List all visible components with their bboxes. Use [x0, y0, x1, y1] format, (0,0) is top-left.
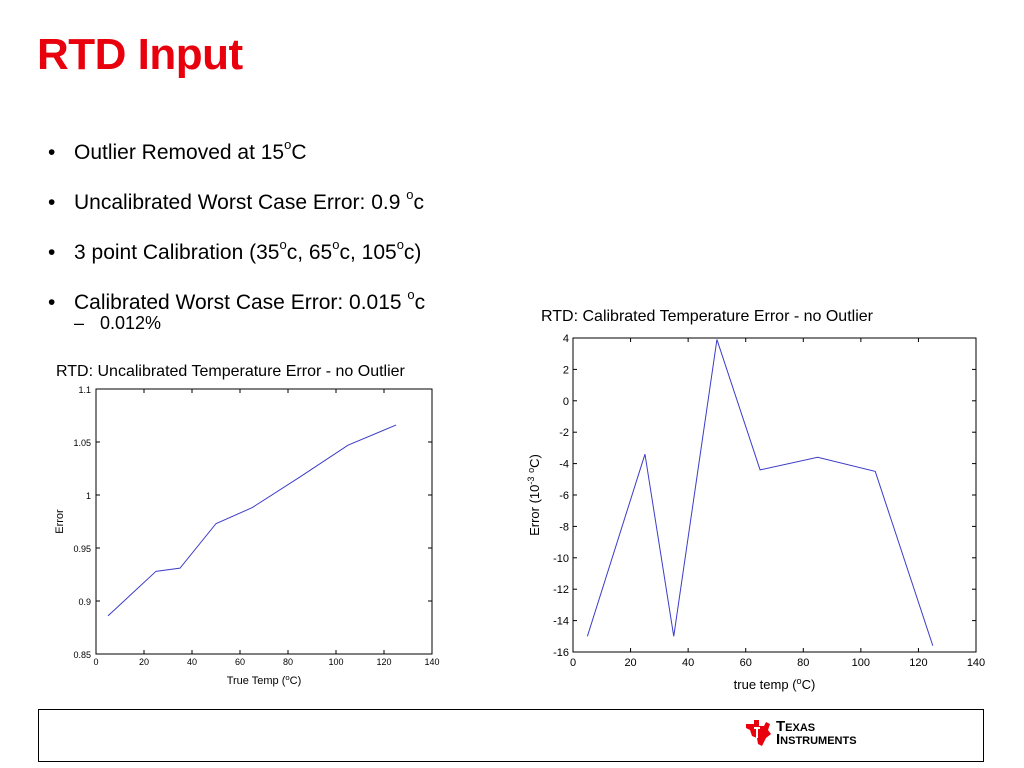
y-tick-label: 0.95 — [73, 544, 91, 554]
y-tick-label: -8 — [559, 521, 569, 533]
y-tick-label: 0 — [563, 396, 569, 408]
chart-title-uncalibrated: RTD: Uncalibrated Temperature Error - no… — [56, 363, 405, 380]
y-tick-label: 1.05 — [73, 438, 91, 448]
x-tick-label: 120 — [376, 657, 391, 667]
bullet-text: C — [291, 141, 307, 164]
y-tick-label: -4 — [559, 459, 569, 471]
ti-state-icon — [746, 720, 771, 746]
ti-wordmark-line1: Texas — [776, 718, 816, 735]
bullet-text: Outlier Removed at 15 — [74, 141, 285, 164]
y-axis-label: Error — [54, 509, 66, 534]
slide-title: RTD Input — [37, 30, 243, 79]
bullet-list: • Outlier Removed at 15oC • Uncalibrated… — [48, 137, 518, 334]
y-tick-label: 1.1 — [78, 385, 91, 395]
y-tick-label: -10 — [553, 553, 569, 565]
x-tick-label: 0 — [570, 657, 576, 669]
x-tick-label: 100 — [852, 657, 870, 669]
bullet-dot: • — [48, 241, 56, 264]
x-tick-label: 80 — [283, 657, 293, 667]
bullet-dot: • — [48, 291, 56, 314]
y-tick-label: -6 — [559, 490, 569, 502]
series-line — [586, 339, 934, 646]
x-tick-label: 40 — [682, 657, 694, 669]
x-tick-label: 120 — [909, 657, 927, 669]
x-tick-label: 40 — [187, 657, 197, 667]
bullet-text: c, 65 — [286, 241, 333, 264]
bullet-text: c — [413, 191, 424, 214]
y-tick-label: 4 — [563, 333, 569, 345]
bullet-text: Calibrated Worst Case Error: 0.015 — [74, 291, 408, 314]
x-tick-label: 100 — [328, 657, 343, 667]
y-tick-label: -16 — [553, 647, 569, 659]
bullet-text: 3 point Calibration (35 — [74, 241, 280, 264]
footer-bar — [38, 709, 984, 762]
bullet-item-calibration-points: • 3 point Calibration (35oc, 65oc, 105oc… — [48, 237, 518, 290]
x-axis-label: True Temp (oC) — [227, 673, 302, 688]
x-tick-label: 140 — [967, 657, 985, 669]
ti-logo: Texas Instruments — [744, 718, 857, 748]
bullet-text: Uncalibrated Worst Case Error: 0.9 — [74, 191, 407, 214]
sub-bullet-percent: – 0.012% — [48, 312, 518, 334]
bullet-item-outlier: • Outlier Removed at 15oC — [48, 137, 518, 190]
degree-superscript: o — [396, 237, 404, 252]
x-tick-label: 60 — [740, 657, 752, 669]
series-line — [107, 424, 397, 617]
bullet-item-calibrated-error: • Calibrated Worst Case Error: 0.015 oc — [48, 287, 518, 340]
bullet-text: c) — [403, 241, 422, 264]
y-tick-label: 0.85 — [73, 650, 91, 660]
ti-wordmark: Texas Instruments — [776, 718, 857, 748]
bullet-item-uncalibrated-error: • Uncalibrated Worst Case Error: 0.9 oc — [48, 187, 518, 240]
degree-superscript: o — [406, 187, 414, 202]
x-tick-label: 60 — [235, 657, 245, 667]
y-tick-label: 0.9 — [78, 597, 91, 607]
x-tick-label: 20 — [624, 657, 636, 669]
y-tick-label: 2 — [563, 364, 569, 376]
ti-wordmark-line2: Instruments — [776, 731, 857, 748]
x-tick-label: 0 — [93, 657, 98, 667]
y-axis-label: Error (10-3 oC) — [526, 454, 542, 536]
y-tick-label: 1 — [86, 491, 91, 501]
sub-bullet-dash: – — [74, 313, 85, 333]
bullet-dot: • — [48, 141, 56, 164]
x-axis-label: true temp (oC) — [734, 676, 816, 692]
sub-bullet-text: 0.012% — [100, 313, 162, 333]
degree-superscript: o — [284, 137, 292, 152]
y-tick-label: -14 — [553, 616, 569, 628]
y-tick-label: -12 — [553, 584, 569, 596]
y-tick-label: -2 — [559, 427, 569, 439]
bullet-text: c, 105 — [339, 241, 397, 264]
bullet-text: c — [414, 291, 426, 314]
plot-frame — [572, 337, 977, 653]
degree-superscript: o — [407, 287, 415, 302]
chart-title-calibrated: RTD: Calibrated Temperature Error - no O… — [541, 308, 873, 325]
bullet-dot: • — [48, 191, 56, 214]
x-tick-label: 140 — [424, 657, 439, 667]
degree-superscript: o — [332, 237, 340, 252]
degree-superscript: o — [279, 237, 287, 252]
x-tick-label: 80 — [797, 657, 809, 669]
x-tick-label: 20 — [139, 657, 149, 667]
